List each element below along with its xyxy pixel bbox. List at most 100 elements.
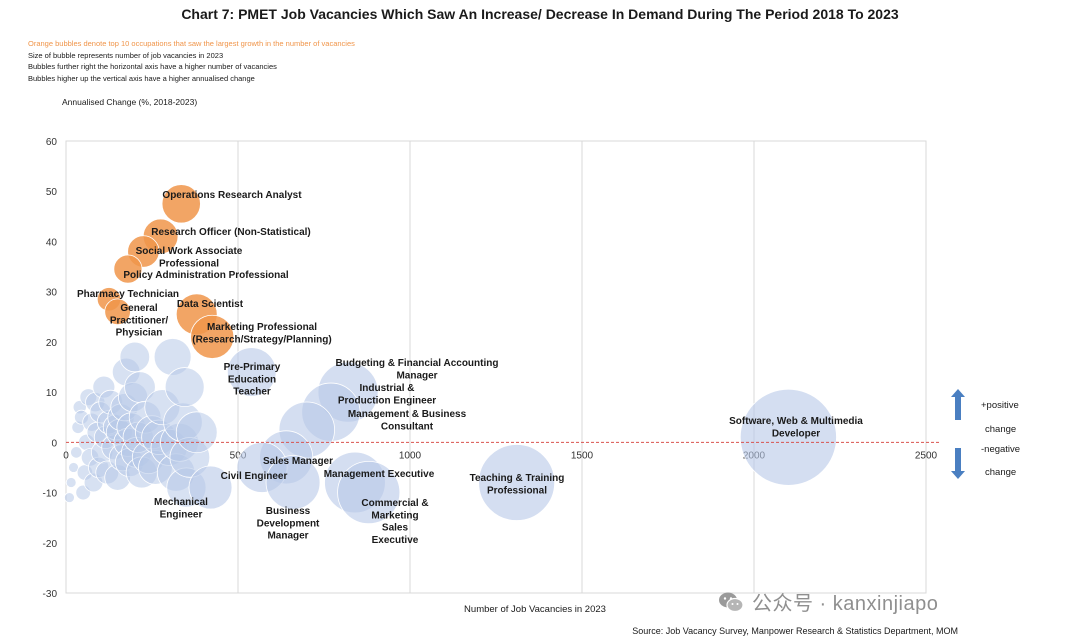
wechat-icon [718, 591, 744, 619]
bubble-label-line: Mechanical [154, 497, 208, 508]
x-axis-label: Number of Job Vacancies in 2023 [0, 604, 1075, 615]
bubble-label-line: Development [257, 518, 320, 529]
bubble [226, 347, 277, 397]
bubble [70, 446, 83, 459]
bubble-label-line: Marketing [371, 510, 418, 521]
bubble-label-line: Budgeting & Financial Accounting [336, 358, 499, 369]
positive-change-label-line1: +positive [981, 400, 1019, 411]
bubble-label: Data Scientist [177, 299, 244, 310]
bubble-label-line: Developer [772, 428, 820, 439]
bubble-label-line: Manager [267, 531, 308, 542]
source-note: Source: Job Vacancy Survey, Manpower Res… [632, 626, 958, 636]
bubble-label-line: Sales Manager [263, 456, 333, 467]
bubble-label: Teaching & Training Professional [470, 473, 565, 496]
y-tick-label: 40 [46, 237, 58, 248]
bubble-label: Social Work Associate Professional [136, 246, 243, 269]
bubble-label-line: Social Work Associate [136, 246, 243, 257]
note-bubble-size: Size of bubble represents number of job … [28, 50, 224, 60]
bubble-label-line: Industrial & [359, 383, 414, 394]
bubble-label-line: Teacher [233, 387, 271, 398]
y-tick-label: 20 [46, 338, 58, 349]
bubble [104, 298, 131, 326]
bubble-label: Policy Administration Professional [123, 270, 288, 281]
bubble [478, 444, 556, 521]
down-arrow-icon [951, 448, 965, 479]
bubble-label-line: (Research/Strategy/Planning) [192, 334, 331, 345]
bubble-label-line: Teaching & Training [470, 473, 565, 484]
bubble-label-line: General [120, 303, 157, 314]
x-tick-label: 1000 [399, 450, 422, 461]
bubble-label-line: Practitioner/ [110, 315, 169, 326]
bubble-label-line: Consultant [381, 421, 434, 432]
bubble [119, 341, 151, 373]
y-tick-label: 30 [46, 288, 58, 299]
y-tick-label: 0 [51, 438, 57, 449]
bubble-label-line: Marketing Professional [207, 322, 317, 333]
bubble [113, 254, 143, 284]
bubble-label: Management & Business Consultant [348, 409, 467, 432]
bubble-label-line: Software, Web & Multimedia [729, 416, 863, 427]
x-tick-label: 2500 [915, 450, 938, 461]
up-arrow-icon [951, 389, 965, 420]
bubble-label-line: Civil Engineer [221, 471, 288, 482]
bubble-label: Sales Manager [263, 456, 333, 467]
negative-change-label-line1: -negative [981, 444, 1021, 455]
bubble-label-line: Manager [396, 370, 437, 381]
x-tick-label: 500 [230, 450, 247, 461]
bubble-label: Budgeting & Financial Accounting Manager [336, 358, 499, 381]
bubble-label: Operations Research Analyst [162, 190, 302, 201]
note-horizontal-axis: Bubbles further right the horizontal axi… [28, 62, 277, 72]
bubble-label: Marketing Professional (Research/Strategy… [192, 322, 331, 345]
note-vertical-axis: Bubbles higher up the vertical axis have… [28, 73, 255, 83]
y-axis-label: Annualised Change (%, 2018-2023) [62, 97, 198, 107]
bubble-label-line: Management Executive [324, 469, 435, 480]
y-tick-label: 50 [46, 187, 58, 198]
y-tick-label: -30 [43, 589, 58, 600]
y-tick-label: -10 [43, 489, 58, 500]
bubble-label-line: Pharmacy Technician [77, 289, 179, 300]
bubble-label-line: Commercial & [361, 498, 428, 509]
plot-frame [65, 140, 927, 594]
bubble [65, 477, 77, 488]
bubble-label-line: Data Scientist [177, 299, 244, 310]
bubble-label-line: Sales [382, 523, 409, 534]
bubble [265, 455, 321, 510]
bubble-label-line: Education [228, 374, 276, 385]
bubble [175, 411, 218, 454]
bubble-label-line: Pre-Primary [224, 362, 281, 373]
negative-change-label-line2: change [985, 467, 1017, 478]
bubble-label-line: Management & Business [348, 409, 467, 420]
y-tick-label: -20 [43, 539, 58, 550]
bubble-label-line: Engineer [160, 509, 203, 520]
bubble [337, 461, 401, 525]
bubble-label: General Practitioner/Physician [110, 303, 169, 339]
bubble-label-line: Physician [116, 328, 163, 339]
note-orange-bubbles: Orange bubbles denote top 10 occupations… [28, 39, 355, 48]
positive-change-label-line2: change [985, 424, 1017, 435]
chart-notes: Orange bubbles denote top 10 occupations… [28, 38, 355, 84]
bubble-label: Research Officer (Non-Statistical) [151, 227, 311, 238]
watermark-text: 公众号 · kanxinjiapo [752, 593, 939, 615]
bubble-label: Industrial & Production Engineer [338, 383, 436, 406]
bubble [164, 367, 205, 407]
bubble-label: Management Executive [324, 469, 435, 480]
bubble-label: Mechanical Engineer [154, 497, 208, 520]
bubble-label: Business Development Manager [257, 506, 320, 542]
x-tick-label: 0 [63, 450, 69, 461]
x-axis-label-text: Number of Job Vacancies in 2023 [464, 604, 606, 615]
bubble [161, 184, 201, 224]
bubble-label: Commercial & Marketing Sales Executive [361, 498, 428, 546]
bubble-label-line: Professional [159, 258, 219, 269]
x-tick-label: 1500 [571, 450, 594, 461]
bubble [190, 314, 235, 359]
bubble [739, 388, 837, 486]
bubble-label: Pre-Primary Education Teacher [224, 362, 281, 398]
bubble-label-line: Research Officer (Non-Statistical) [151, 227, 311, 238]
bubble-label-line: Business [266, 506, 311, 517]
y-tick-label: 10 [46, 388, 58, 399]
watermark: 公众号 · kanxinjiapo [718, 587, 938, 619]
bubble-label-line: Professional [487, 485, 547, 496]
bubble [188, 465, 233, 510]
bubble-label-line: Policy Administration Professional [123, 270, 288, 281]
